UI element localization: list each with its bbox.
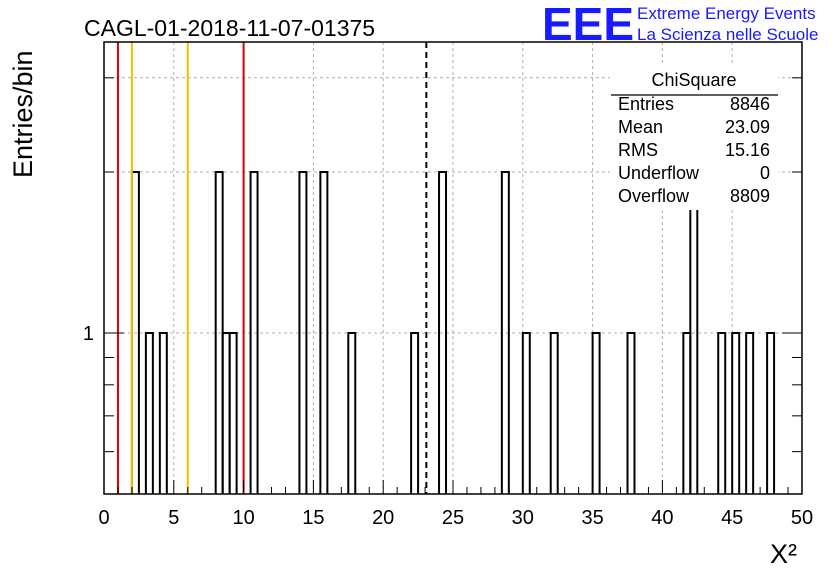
- stat-label: Overflow: [618, 186, 690, 206]
- x-tick-label: 15: [302, 507, 324, 529]
- x-tick-label: 30: [512, 507, 534, 529]
- x-tick-label: 45: [721, 507, 743, 529]
- histogram-bin: [298, 170, 308, 494]
- stat-value: 23.09: [725, 117, 770, 137]
- x-tick-labels: 0 5 10 15 20 25 30 35 40 45 50: [98, 507, 813, 529]
- stat-label: Entries: [618, 94, 674, 114]
- stat-label: Mean: [618, 117, 663, 137]
- stat-label: Underflow: [618, 163, 700, 183]
- y-tick-label: 1: [83, 323, 94, 345]
- histogram-bin: [626, 331, 636, 494]
- brand-line-1: Extreme Energy Events: [637, 4, 816, 23]
- brand-line-2: La Scienza nelle Scuole: [637, 25, 818, 44]
- axis-ticks: [103, 77, 803, 494]
- x-axis-label: Χ²: [770, 539, 797, 569]
- histogram-bin: [521, 331, 531, 494]
- histogram-bin: [410, 331, 420, 494]
- stats-title: ChiSquare: [651, 70, 736, 90]
- histogram-bin: [228, 331, 238, 494]
- y-tick-labels: 1: [83, 323, 94, 345]
- x-tick-label: 0: [98, 507, 109, 529]
- histogram-bin: [745, 331, 755, 494]
- x-tick-label: 5: [168, 507, 179, 529]
- histogram-bin: [144, 331, 154, 494]
- stats-box: ChiSquare Entries 8846 Mean 23.09 RMS 15.16 Un…: [610, 64, 778, 210]
- stat-value: 8809: [730, 186, 770, 206]
- histogram-bin: [158, 331, 168, 494]
- reference-lines: [116, 42, 428, 494]
- stat-value: 0: [760, 163, 770, 183]
- histogram-bin: [549, 331, 559, 494]
- histogram-bin: [731, 331, 741, 494]
- y-axis-label: Entries/bin: [8, 50, 38, 178]
- x-tick-label: 50: [791, 507, 813, 529]
- histogram-bin: [500, 170, 510, 494]
- histogram-bin: [319, 170, 329, 494]
- histogram-bin: [347, 331, 357, 494]
- histogram-bin: [438, 170, 448, 494]
- x-tick-label: 20: [372, 507, 394, 529]
- stat-value: 15.16: [725, 140, 770, 160]
- chart-title: CAGL-01-2018-11-07-01375: [84, 15, 375, 41]
- stat-value: 8846: [730, 94, 770, 114]
- x-tick-label: 35: [581, 507, 603, 529]
- x-tick-label: 40: [651, 507, 673, 529]
- histogram-bin: [766, 331, 776, 494]
- histogram-bin: [249, 170, 259, 494]
- x-tick-label: 25: [442, 507, 464, 529]
- x-tick-label: 10: [232, 507, 254, 529]
- stat-label: RMS: [618, 140, 658, 160]
- histogram-bin: [591, 331, 601, 494]
- histogram-bars: [130, 170, 776, 494]
- histogram-bin: [717, 331, 727, 494]
